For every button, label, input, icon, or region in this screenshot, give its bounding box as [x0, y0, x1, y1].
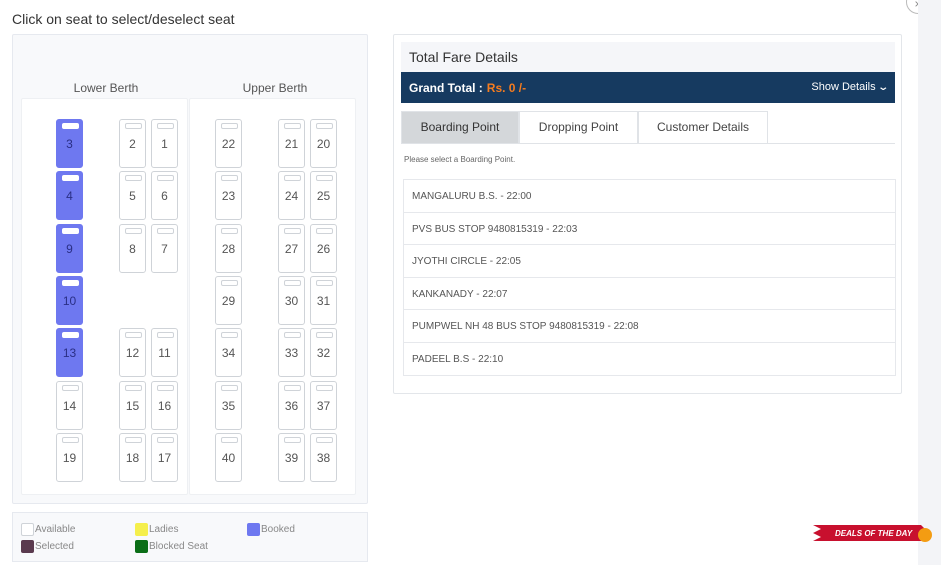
legend-selected: Selected — [21, 540, 74, 553]
grand-total-value: Rs. 0 /- — [486, 80, 527, 95]
seat-38[interactable]: 38 — [310, 433, 337, 482]
show-details-toggle[interactable]: Show Details⌄ — [811, 81, 889, 93]
seat-22[interactable]: 22 — [215, 119, 242, 168]
seat-6[interactable]: 6 — [151, 171, 178, 220]
seat-4: 4 — [56, 171, 83, 220]
boarding-point-item[interactable]: PUMPWEL NH 48 BUS STOP 9480815319 - 22:0… — [404, 310, 895, 343]
boarding-point-item[interactable]: PVS BUS STOP 9480815319 - 22:03 — [404, 213, 895, 245]
chevron-down-icon: ⌄ — [876, 82, 889, 93]
seat-5[interactable]: 5 — [119, 171, 146, 220]
tab-boarding-point[interactable]: Boarding Point — [401, 111, 519, 144]
seat-1[interactable]: 1 — [151, 119, 178, 168]
seat-3: 3 — [56, 119, 83, 168]
seat-12[interactable]: 12 — [119, 328, 146, 377]
point-tabs: Boarding Point Dropping Point Customer D… — [401, 111, 895, 144]
seat-14[interactable]: 14 — [56, 381, 83, 430]
legend-available: Available — [21, 523, 75, 536]
seat-11[interactable]: 11 — [151, 328, 178, 377]
boarding-hint: Please select a Boarding Point. — [404, 155, 516, 164]
upper-berth-title: Upper Berth — [242, 81, 308, 95]
seat-37[interactable]: 37 — [310, 381, 337, 430]
seat-28[interactable]: 28 — [215, 224, 242, 273]
blocked-swatch — [135, 540, 148, 553]
deals-text: DEALS OF THE DAY — [835, 529, 913, 538]
seat-legend: Available Ladies Booked Selected Blocked… — [12, 512, 368, 562]
deals-of-the-day-badge[interactable]: DEALS OF THE DAY — [813, 522, 937, 544]
seat-27[interactable]: 27 — [278, 224, 305, 273]
seat-10: 10 — [56, 276, 83, 325]
lower-berth-title: Lower Berth — [73, 81, 139, 95]
boarding-point-item[interactable]: MANGALURU B.S. - 22:00 — [404, 180, 895, 213]
seat-29[interactable]: 29 — [215, 276, 242, 325]
seat-26[interactable]: 26 — [310, 224, 337, 273]
seat-2[interactable]: 2 — [119, 119, 146, 168]
legend-ladies: Ladies — [135, 523, 178, 536]
ladies-swatch — [135, 523, 148, 536]
seat-20[interactable]: 20 — [310, 119, 337, 168]
seat-9: 9 — [56, 224, 83, 273]
legend-booked: Booked — [247, 523, 295, 536]
seat-19[interactable]: 19 — [56, 433, 83, 482]
booked-swatch — [247, 523, 260, 536]
show-details-label: Show Details — [811, 81, 876, 93]
available-swatch — [21, 523, 34, 536]
tab-customer-details[interactable]: Customer Details — [638, 111, 768, 144]
grand-total-label: Grand Total : — [409, 80, 483, 95]
seat-8[interactable]: 8 — [119, 224, 146, 273]
seat-32[interactable]: 32 — [310, 328, 337, 377]
seat-13: 13 — [56, 328, 83, 377]
seat-40[interactable]: 40 — [215, 433, 242, 482]
seat-33[interactable]: 33 — [278, 328, 305, 377]
seat-18[interactable]: 18 — [119, 433, 146, 482]
seat-23[interactable]: 23 — [215, 171, 242, 220]
deals-ribbon-icon: DEALS OF THE DAY — [813, 525, 932, 542]
seat-7[interactable]: 7 — [151, 224, 178, 273]
legend-blocked: Blocked Seat — [135, 540, 208, 553]
tab-dropping-point[interactable]: Dropping Point — [519, 111, 638, 144]
instruction-text: Click on seat to select/deselect seat — [12, 11, 235, 27]
upper-deck: 22 21 20 23 24 25 28 27 26 29 30 31 34 33 32 35 36 37 40 39… — [189, 98, 356, 495]
seat-39[interactable]: 39 — [278, 433, 305, 482]
seat-21[interactable]: 21 — [278, 119, 305, 168]
boarding-point-list: MANGALURU B.S. - 22:00 PVS BUS STOP 94808… — [403, 179, 896, 376]
seat-31[interactable]: 31 — [310, 276, 337, 325]
seat-30[interactable]: 30 — [278, 276, 305, 325]
boarding-point-item[interactable]: JYOTHI CIRCLE - 22:05 — [404, 245, 895, 278]
seat-34[interactable]: 34 — [215, 328, 242, 377]
seat-17[interactable]: 17 — [151, 433, 178, 482]
close-icon: × — [914, 0, 921, 11]
seat-35[interactable]: 35 — [215, 381, 242, 430]
fare-title: Total Fare Details — [401, 42, 895, 72]
seat-36[interactable]: 36 — [278, 381, 305, 430]
seat-layout-panel: Lower Berth Upper Berth 3 2 1 4 5 6 9 8 7 10 13 12 1… — [12, 34, 368, 504]
boarding-point-item[interactable]: PADEEL B.S - 22:10 — [412, 353, 504, 365]
right-scroll-strip — [918, 0, 941, 565]
grand-total-bar: Grand Total : Rs. 0 /- Show Details⌄ — [401, 72, 895, 103]
fare-panel: Total Fare Details Grand Total : Rs. 0 /… — [393, 34, 902, 394]
seat-25[interactable]: 25 — [310, 171, 337, 220]
lower-deck: 3 2 1 4 5 6 9 8 7 10 13 12 11 14 15 16 19 18 17 — [21, 98, 188, 495]
seat-24[interactable]: 24 — [278, 171, 305, 220]
seat-16[interactable]: 16 — [151, 381, 178, 430]
selected-swatch — [21, 540, 34, 553]
seat-15[interactable]: 15 — [119, 381, 146, 430]
boarding-point-item[interactable]: KANKANADY - 22:07 — [404, 278, 895, 310]
